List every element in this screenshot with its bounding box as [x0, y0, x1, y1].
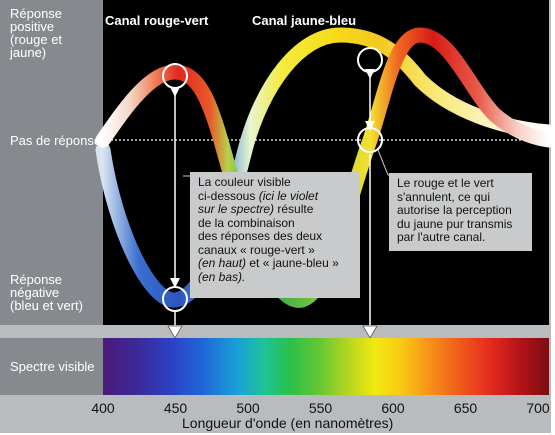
note-violet-line6: canaux « rouge-vert »	[198, 242, 315, 257]
axis-tick-700: 700	[526, 400, 550, 416]
label-positive-response: Réponse positive (rouge et jaune)	[10, 7, 62, 59]
axis-tick-400: 400	[91, 400, 115, 416]
label-negative-line1: Réponse	[10, 272, 63, 287]
arrow-575-head	[362, 325, 378, 339]
label-positive-line4: jaune)	[10, 45, 47, 60]
axis-tick-650: 650	[453, 400, 478, 416]
yellow-blue-curve	[95, 27, 555, 308]
label-negative-response: Réponse négative (bleu et vert)	[10, 273, 83, 312]
note-violet-line5: des réponses des deux	[198, 229, 323, 243]
note-yellow-line4: du jaune pur transmis	[397, 216, 513, 231]
note-violet-line2: ci-dessous (ici le violet	[198, 188, 319, 203]
note-violet-line3: sur le spectre) résulte	[198, 202, 314, 216]
marker-yellow-575	[357, 47, 383, 73]
response-label-band	[0, 0, 103, 325]
note-violet: La couleur visible ci-dessous (ici le vi…	[190, 172, 360, 298]
note-violet-line8: (en bas).	[198, 269, 246, 284]
axis-tick-550: 550	[308, 400, 333, 416]
note-violet-line4: de la combinaison	[198, 215, 295, 230]
note-yellow-pointer	[377, 149, 392, 176]
axis-tick-450: 450	[163, 400, 188, 416]
note-yellow-line5: par l'autre canal.	[397, 230, 486, 244]
yellow-blue-channel-title: Canal jaune-bleu	[252, 13, 357, 28]
note-yellow-line2: s'annulent, ce qui	[397, 189, 491, 204]
visible-spectrum-bar	[103, 338, 549, 395]
label-positive-line3: (rouge et	[10, 32, 63, 47]
note-yellow-line1: Le rouge et le vert	[397, 176, 494, 190]
spectrum-label-band	[0, 338, 103, 395]
axis-title: Longueur d'onde (en nanomètres)	[182, 415, 394, 431]
label-negative-line2: négative	[10, 285, 60, 300]
label-visible-spectrum: Spectre visible	[10, 359, 95, 374]
axis-tick-500: 500	[236, 400, 260, 416]
arrow-450-head	[167, 325, 183, 339]
label-negative-line3: (bleu et vert)	[10, 298, 83, 313]
note-violet-line1: La couleur visible	[198, 175, 291, 189]
label-positive-line1: Réponse	[10, 6, 63, 21]
note-yellow-line3: autorise la perception	[397, 203, 512, 217]
label-positive-line2: positive	[10, 19, 55, 34]
label-no-response: Pas de réponse	[10, 133, 102, 148]
red-green-channel-title: Canal rouge-vert	[105, 13, 209, 28]
note-violet-line7: (en haut) et « jaune-bleu »	[198, 256, 339, 270]
axis-tick-600: 600	[381, 400, 405, 416]
note-yellow: Le rouge et le vert s'annulent, ce qui a…	[389, 173, 532, 251]
